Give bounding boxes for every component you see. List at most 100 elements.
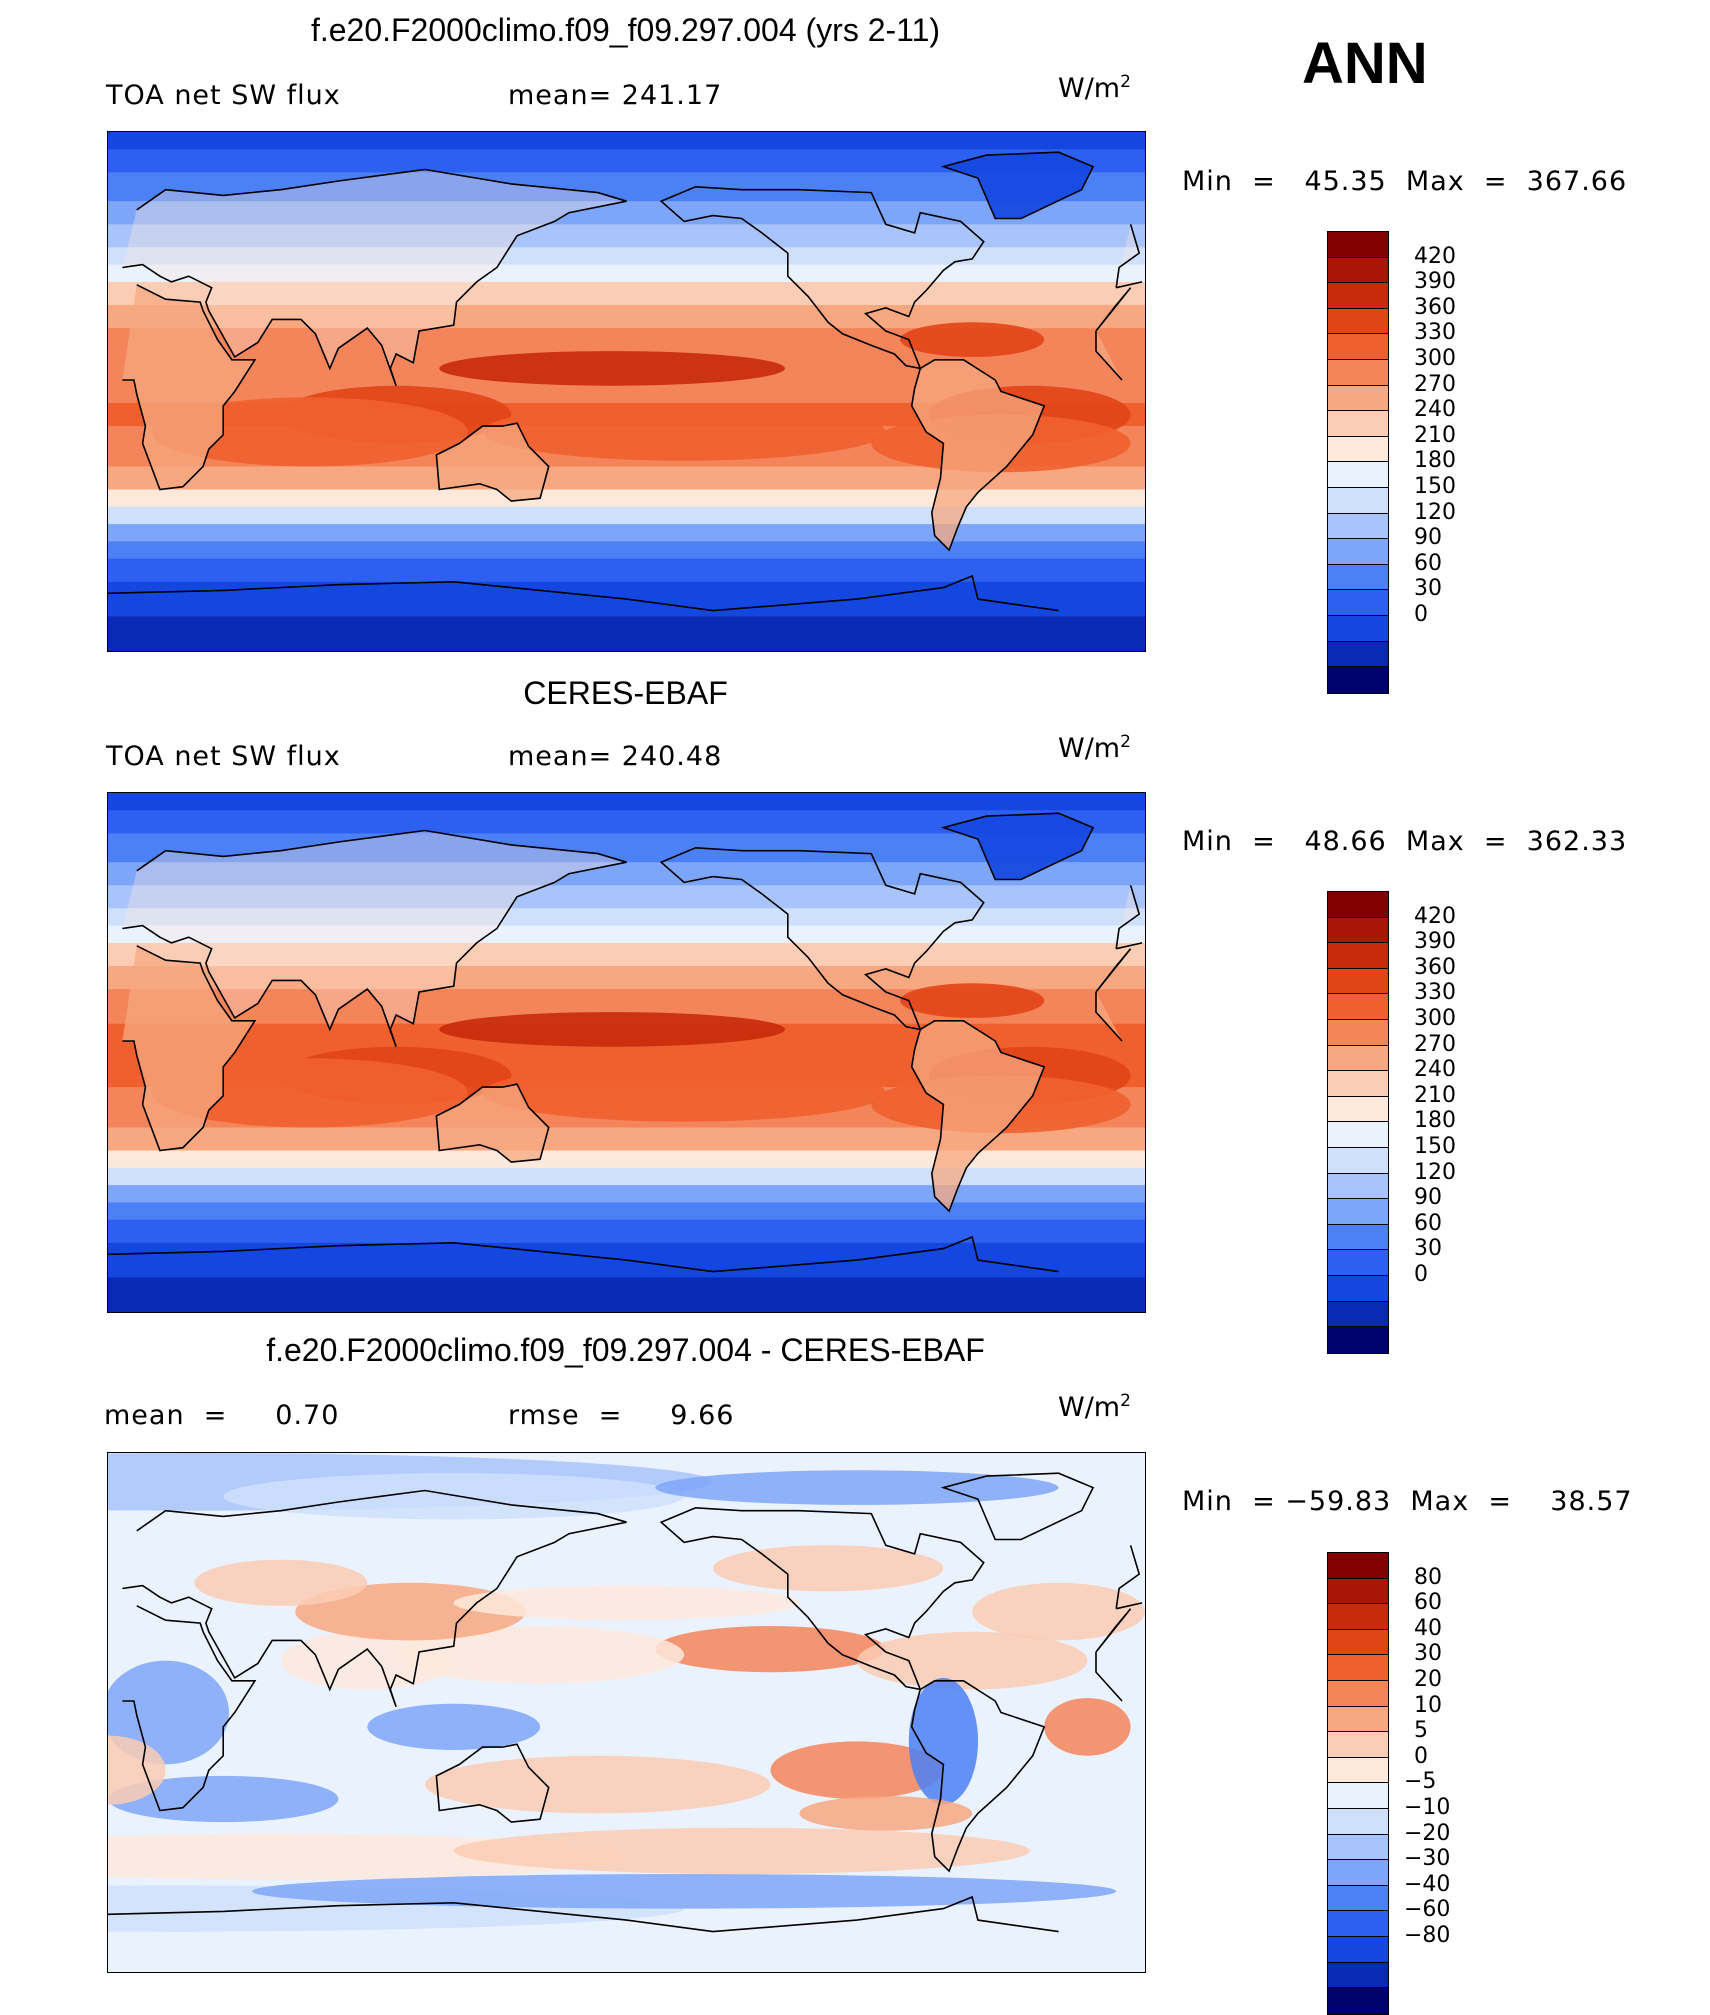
colorbar-tick-label: 270 [1414,371,1456,397]
colorbar-tick-label: 270 [1414,1031,1456,1057]
contour-map [108,132,1145,651]
colorbar-swatch [1328,1808,1388,1835]
contour-map [108,1453,1145,1972]
panel-3-map [107,1452,1146,1973]
colorbar-tick-label: 420 [1414,243,1456,269]
colorbar-swatch [1328,1019,1388,1046]
colorbar-swatch [1328,334,1388,360]
colorbar-swatch [1328,917,1388,944]
colorbar-tick-label: 300 [1414,1006,1456,1031]
colorbar-swatch [1328,411,1388,437]
panel-3-colorbar [1327,1552,1389,2015]
colorbar-tick-label: 80 [1414,1564,1442,1590]
panel-1-mean-label: mean= 241.17 [508,80,723,111]
colorbar-tick-label: 30 [1414,1236,1442,1262]
colorbar-tick-label: 30 [1414,576,1442,602]
colorbar-swatch [1328,615,1388,642]
colorbar-swatch [1328,1834,1388,1861]
colorbar-swatch [1328,487,1388,514]
colorbar-tick-label: −40 [1404,1871,1451,1897]
colorbar-tick-label: 180 [1414,1108,1456,1134]
panel-2-title: CERES-EBAF [523,675,728,711]
colorbar-tick-label: 90 [1414,1185,1442,1211]
colorbar-tick-label: 120 [1414,499,1456,525]
colorbar-swatch [1328,1783,1388,1809]
colorbar-tick-label: 5 [1414,1718,1428,1744]
colorbar-swatch [1328,359,1388,386]
colorbar-swatch [1328,436,1388,463]
colorbar-swatch [1328,1553,1388,1579]
colorbar-tick-label: 30 [1414,1641,1442,1667]
colorbar-tick-label: 40 [1414,1615,1442,1641]
panel-2-colorbar [1327,891,1389,1354]
panel-3-mean-label: mean = 0.70 [104,1400,340,1431]
colorbar-swatch [1328,462,1388,488]
season-label: ANN [1302,31,1428,96]
colorbar-swatch [1328,994,1388,1020]
panel-1-colorbar [1327,231,1389,694]
colorbar-swatch [1328,943,1388,969]
colorbar-tick-label: 330 [1414,980,1456,1006]
colorbar-tick-label: −30 [1404,1846,1451,1872]
panel-1-units: W/m2 [1058,72,1131,104]
colorbar-tick-label: 420 [1414,903,1456,929]
colorbar-tick-label: 210 [1414,1082,1456,1108]
colorbar-tick-label: 240 [1414,397,1456,423]
colorbar-swatch [1328,1962,1388,1989]
colorbar-tick-label: −10 [1404,1795,1451,1820]
colorbar-swatch [1328,1680,1388,1707]
panel-2-map [107,792,1146,1313]
colorbar-swatch [1328,308,1388,335]
colorbar-tick-label: 60 [1414,550,1442,576]
colorbar-tick-label: 120 [1414,1159,1456,1185]
colorbar-swatch [1328,1147,1388,1174]
panel-2-mean-label: mean= 240.48 [508,741,723,772]
colorbar-swatch [1328,257,1388,284]
colorbar-swatch [1328,667,1388,693]
panel-2-variable-label: TOA net SW flux [106,741,341,772]
colorbar-swatch [1328,1275,1388,1302]
colorbar-swatch [1328,1327,1388,1353]
colorbar-tick-label: 0 [1414,1743,1428,1769]
panel-1-variable-label: TOA net SW flux [106,80,341,111]
colorbar-swatch [1328,1071,1388,1097]
colorbar-tick-label: 0 [1414,602,1428,627]
colorbar-tick-label: 0 [1414,1262,1428,1287]
colorbar-swatch [1328,564,1388,591]
colorbar-swatch [1328,1629,1388,1656]
colorbar-tick-label: 330 [1414,320,1456,346]
colorbar-swatch [1328,1757,1388,1784]
colorbar-swatch [1328,1732,1388,1758]
colorbar-swatch [1328,1224,1388,1251]
colorbar-tick-label: 150 [1414,474,1456,499]
colorbar-tick-label: 300 [1414,346,1456,371]
colorbar-swatch [1328,1199,1388,1225]
colorbar-swatch [1328,1936,1388,1963]
colorbar-swatch [1328,1122,1388,1148]
panel-3-units: W/m2 [1058,1391,1131,1423]
colorbar-swatch [1328,968,1388,995]
colorbar-swatch [1328,1578,1388,1605]
panel-2-minmax: Min = 48.66 Max = 362.33 [1182,826,1628,857]
colorbar-tick-label: 360 [1414,294,1456,320]
colorbar-swatch [1328,1173,1388,1200]
colorbar-swatch [1328,539,1388,565]
colorbar-swatch [1328,1604,1388,1630]
colorbar-swatch [1328,590,1388,616]
colorbar-swatch [1328,1911,1388,1937]
colorbar-swatch [1328,1706,1388,1733]
colorbar-tick-label: −20 [1404,1820,1451,1846]
panel-2-units: W/m2 [1058,732,1131,764]
panel-3-title: f.e20.F2000climo.f09_f09.297.004 - CERES… [266,1332,985,1368]
coastlines [108,1472,1143,1933]
colorbar-tick-label: 210 [1414,422,1456,448]
colorbar-tick-label: 360 [1414,954,1456,980]
colorbar-tick-label: 90 [1414,525,1442,551]
colorbar-tick-label: −5 [1404,1769,1437,1795]
panel-3-minmax: Min = −59.83 Max = 38.57 [1182,1486,1633,1517]
colorbar-tick-label: 60 [1414,1210,1442,1236]
colorbar-tick-label: 20 [1414,1667,1442,1692]
colorbar-swatch [1328,641,1388,668]
colorbar-tick-label: 60 [1414,1590,1442,1616]
colorbar-tick-label: −60 [1404,1897,1451,1923]
